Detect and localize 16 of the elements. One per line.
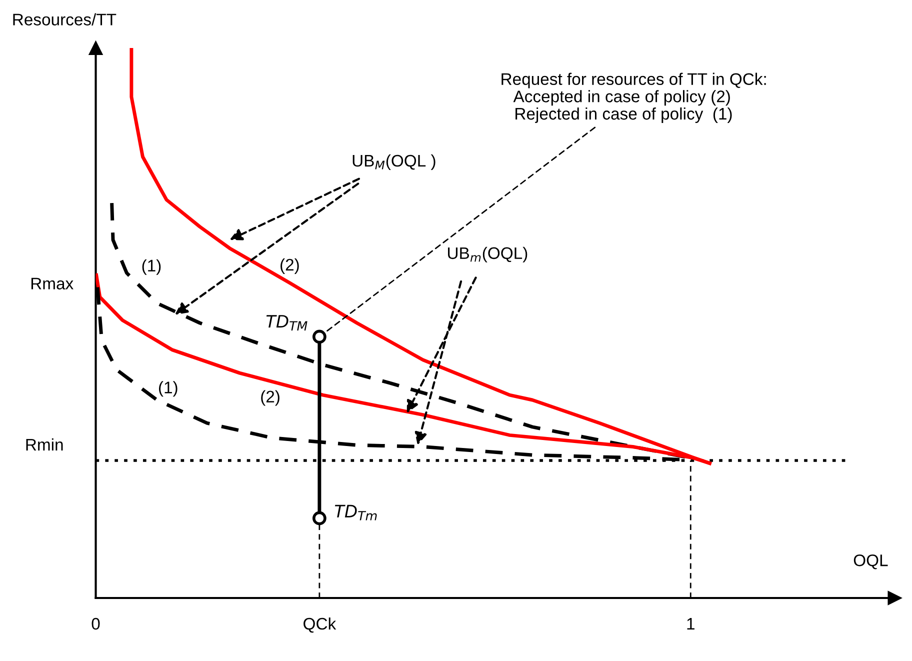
x-tick-label: QCk <box>304 617 336 633</box>
series-label: (1) <box>142 259 161 275</box>
series-label: (1) <box>158 381 178 397</box>
x-tick-label: 1 <box>687 618 694 630</box>
x-axis-title: OQL <box>854 554 888 570</box>
annotation: UB$_{m}$(OQL) <box>448 246 528 262</box>
annotation: Request for resources of TT in QCk: Accepted in case of policy (2) Rejected in case of policy (1) <box>502 72 766 123</box>
annotation: UB$_{M}$(OQL ) <box>352 154 436 170</box>
series-label: (2) <box>261 390 280 406</box>
annotation: TD$_{TM}$ <box>266 315 308 330</box>
series-label: (2) <box>280 258 299 274</box>
x-tick-label: 0 <box>92 618 100 630</box>
text: Rmax <box>31 278 74 290</box>
ref-line-label: Rmin <box>26 438 63 450</box>
y-axis-title: Resources/TT <box>13 13 116 26</box>
annotation: TD$_{Tm}$ <box>334 504 377 520</box>
